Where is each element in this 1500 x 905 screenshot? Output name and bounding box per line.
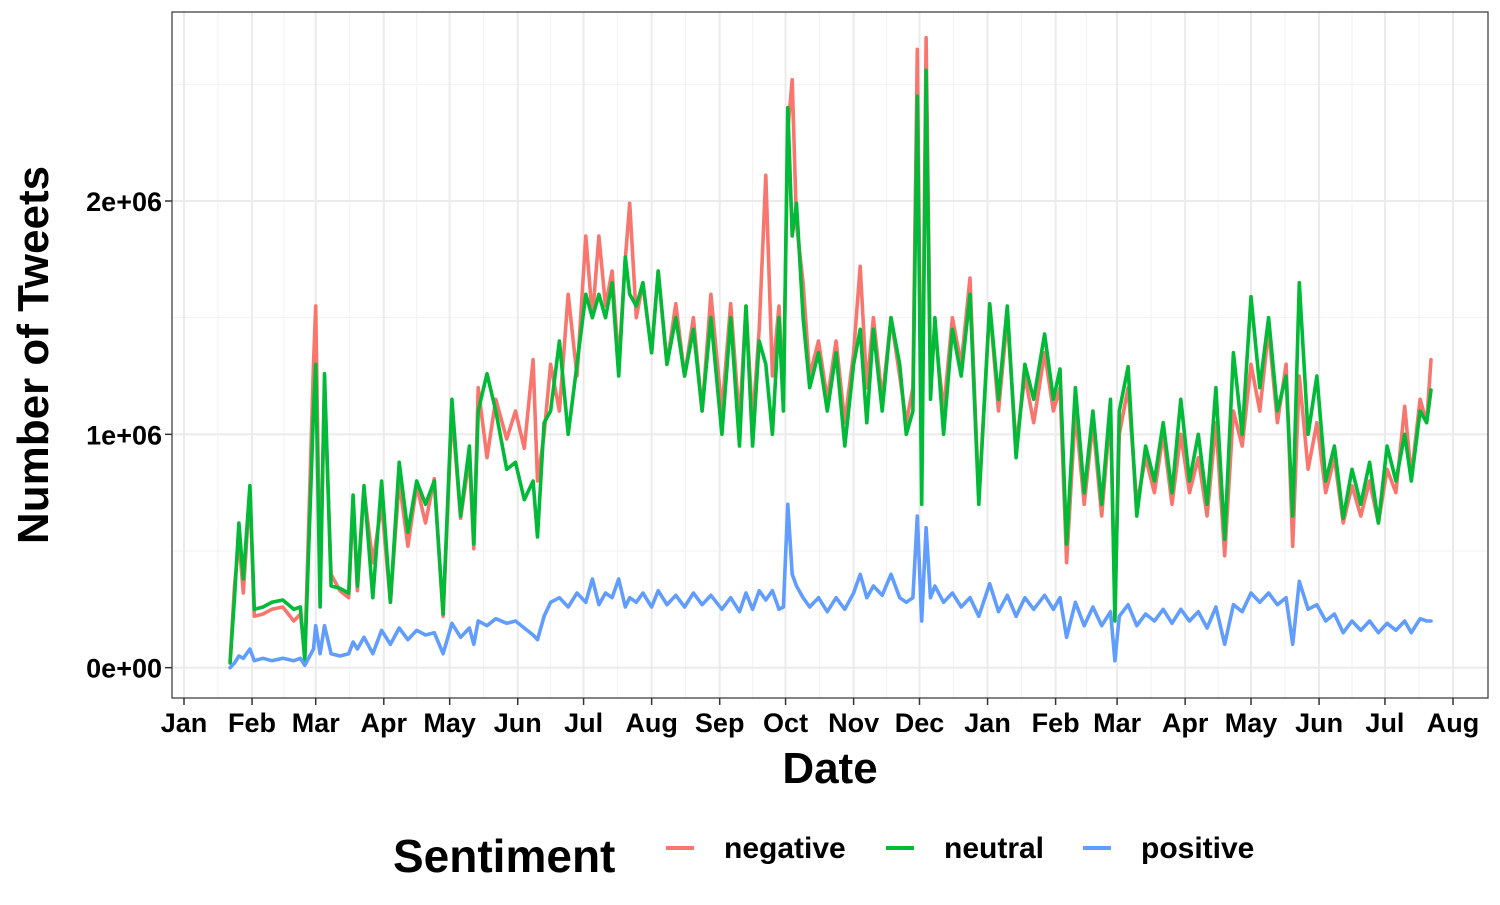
y-axis-title: Number of Tweets bbox=[9, 166, 58, 544]
y-tick-label: 2e+06 bbox=[86, 187, 162, 217]
x-tick-label: Dec bbox=[895, 708, 945, 738]
series-line-neutral bbox=[228, 68, 1433, 665]
x-tick-label: Aug bbox=[1427, 708, 1479, 738]
panel-border bbox=[171, 11, 1489, 699]
y-tick-label: 1e+06 bbox=[86, 420, 162, 450]
x-tick-label: May bbox=[1225, 708, 1278, 738]
axes: Jan Feb Mar Apr May Jun Jul Aug Sep Oct Nov Dec Jan F… bbox=[86, 187, 1479, 738]
legend-title: Sentiment bbox=[393, 830, 615, 882]
x-tick-label: Jan bbox=[964, 708, 1011, 738]
series-line-positive bbox=[228, 502, 1433, 670]
legend-label-positive: positive bbox=[1141, 832, 1254, 865]
x-tick-label: Sep bbox=[695, 708, 745, 738]
x-tick-label: Apr bbox=[1162, 708, 1209, 738]
x-tick-label: Jul bbox=[564, 708, 603, 738]
x-tick-label: Aug bbox=[625, 708, 677, 738]
x-tick-label: Feb bbox=[228, 708, 276, 738]
y-tick-label: 0e+00 bbox=[86, 654, 162, 684]
x-tick-label: Oct bbox=[763, 708, 808, 738]
legend-item-negative: negative bbox=[666, 832, 846, 865]
x-tick-label: Mar bbox=[1093, 708, 1142, 738]
x-tick-label: Mar bbox=[292, 708, 341, 738]
series-lines bbox=[228, 35, 1433, 670]
legend-items: negative neutral positive bbox=[666, 832, 1254, 865]
x-tick-label: Jun bbox=[494, 708, 542, 738]
legend-label-negative: negative bbox=[724, 832, 846, 865]
x-tick-label: Nov bbox=[828, 708, 879, 738]
x-tick-label: Apr bbox=[361, 708, 408, 738]
x-axis-title: Date bbox=[782, 744, 877, 793]
legend-item-positive: positive bbox=[1083, 832, 1254, 865]
x-tick-label: May bbox=[423, 708, 476, 738]
legend-label-neutral: neutral bbox=[944, 832, 1044, 865]
x-tick-label: Feb bbox=[1032, 708, 1080, 738]
x-tick-label: Jul bbox=[1365, 708, 1404, 738]
x-tick-label: Jan bbox=[161, 708, 208, 738]
x-tick-label: Jun bbox=[1295, 708, 1343, 738]
legend-item-neutral: neutral bbox=[886, 832, 1044, 865]
legend: Sentiment negative neutral positive bbox=[393, 830, 1254, 882]
